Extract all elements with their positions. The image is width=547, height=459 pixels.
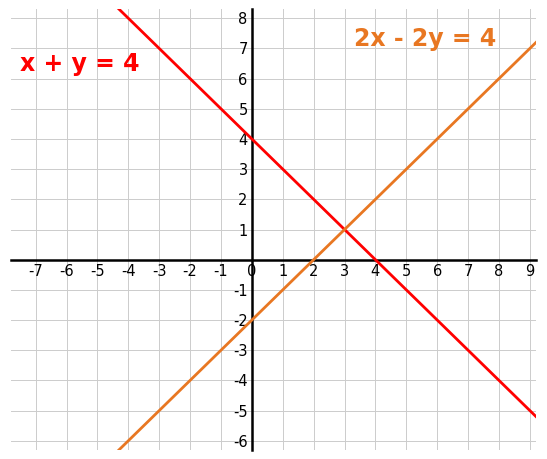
Text: x + y = 4: x + y = 4 <box>20 51 139 75</box>
Text: 2x - 2y = 4: 2x - 2y = 4 <box>354 28 496 51</box>
